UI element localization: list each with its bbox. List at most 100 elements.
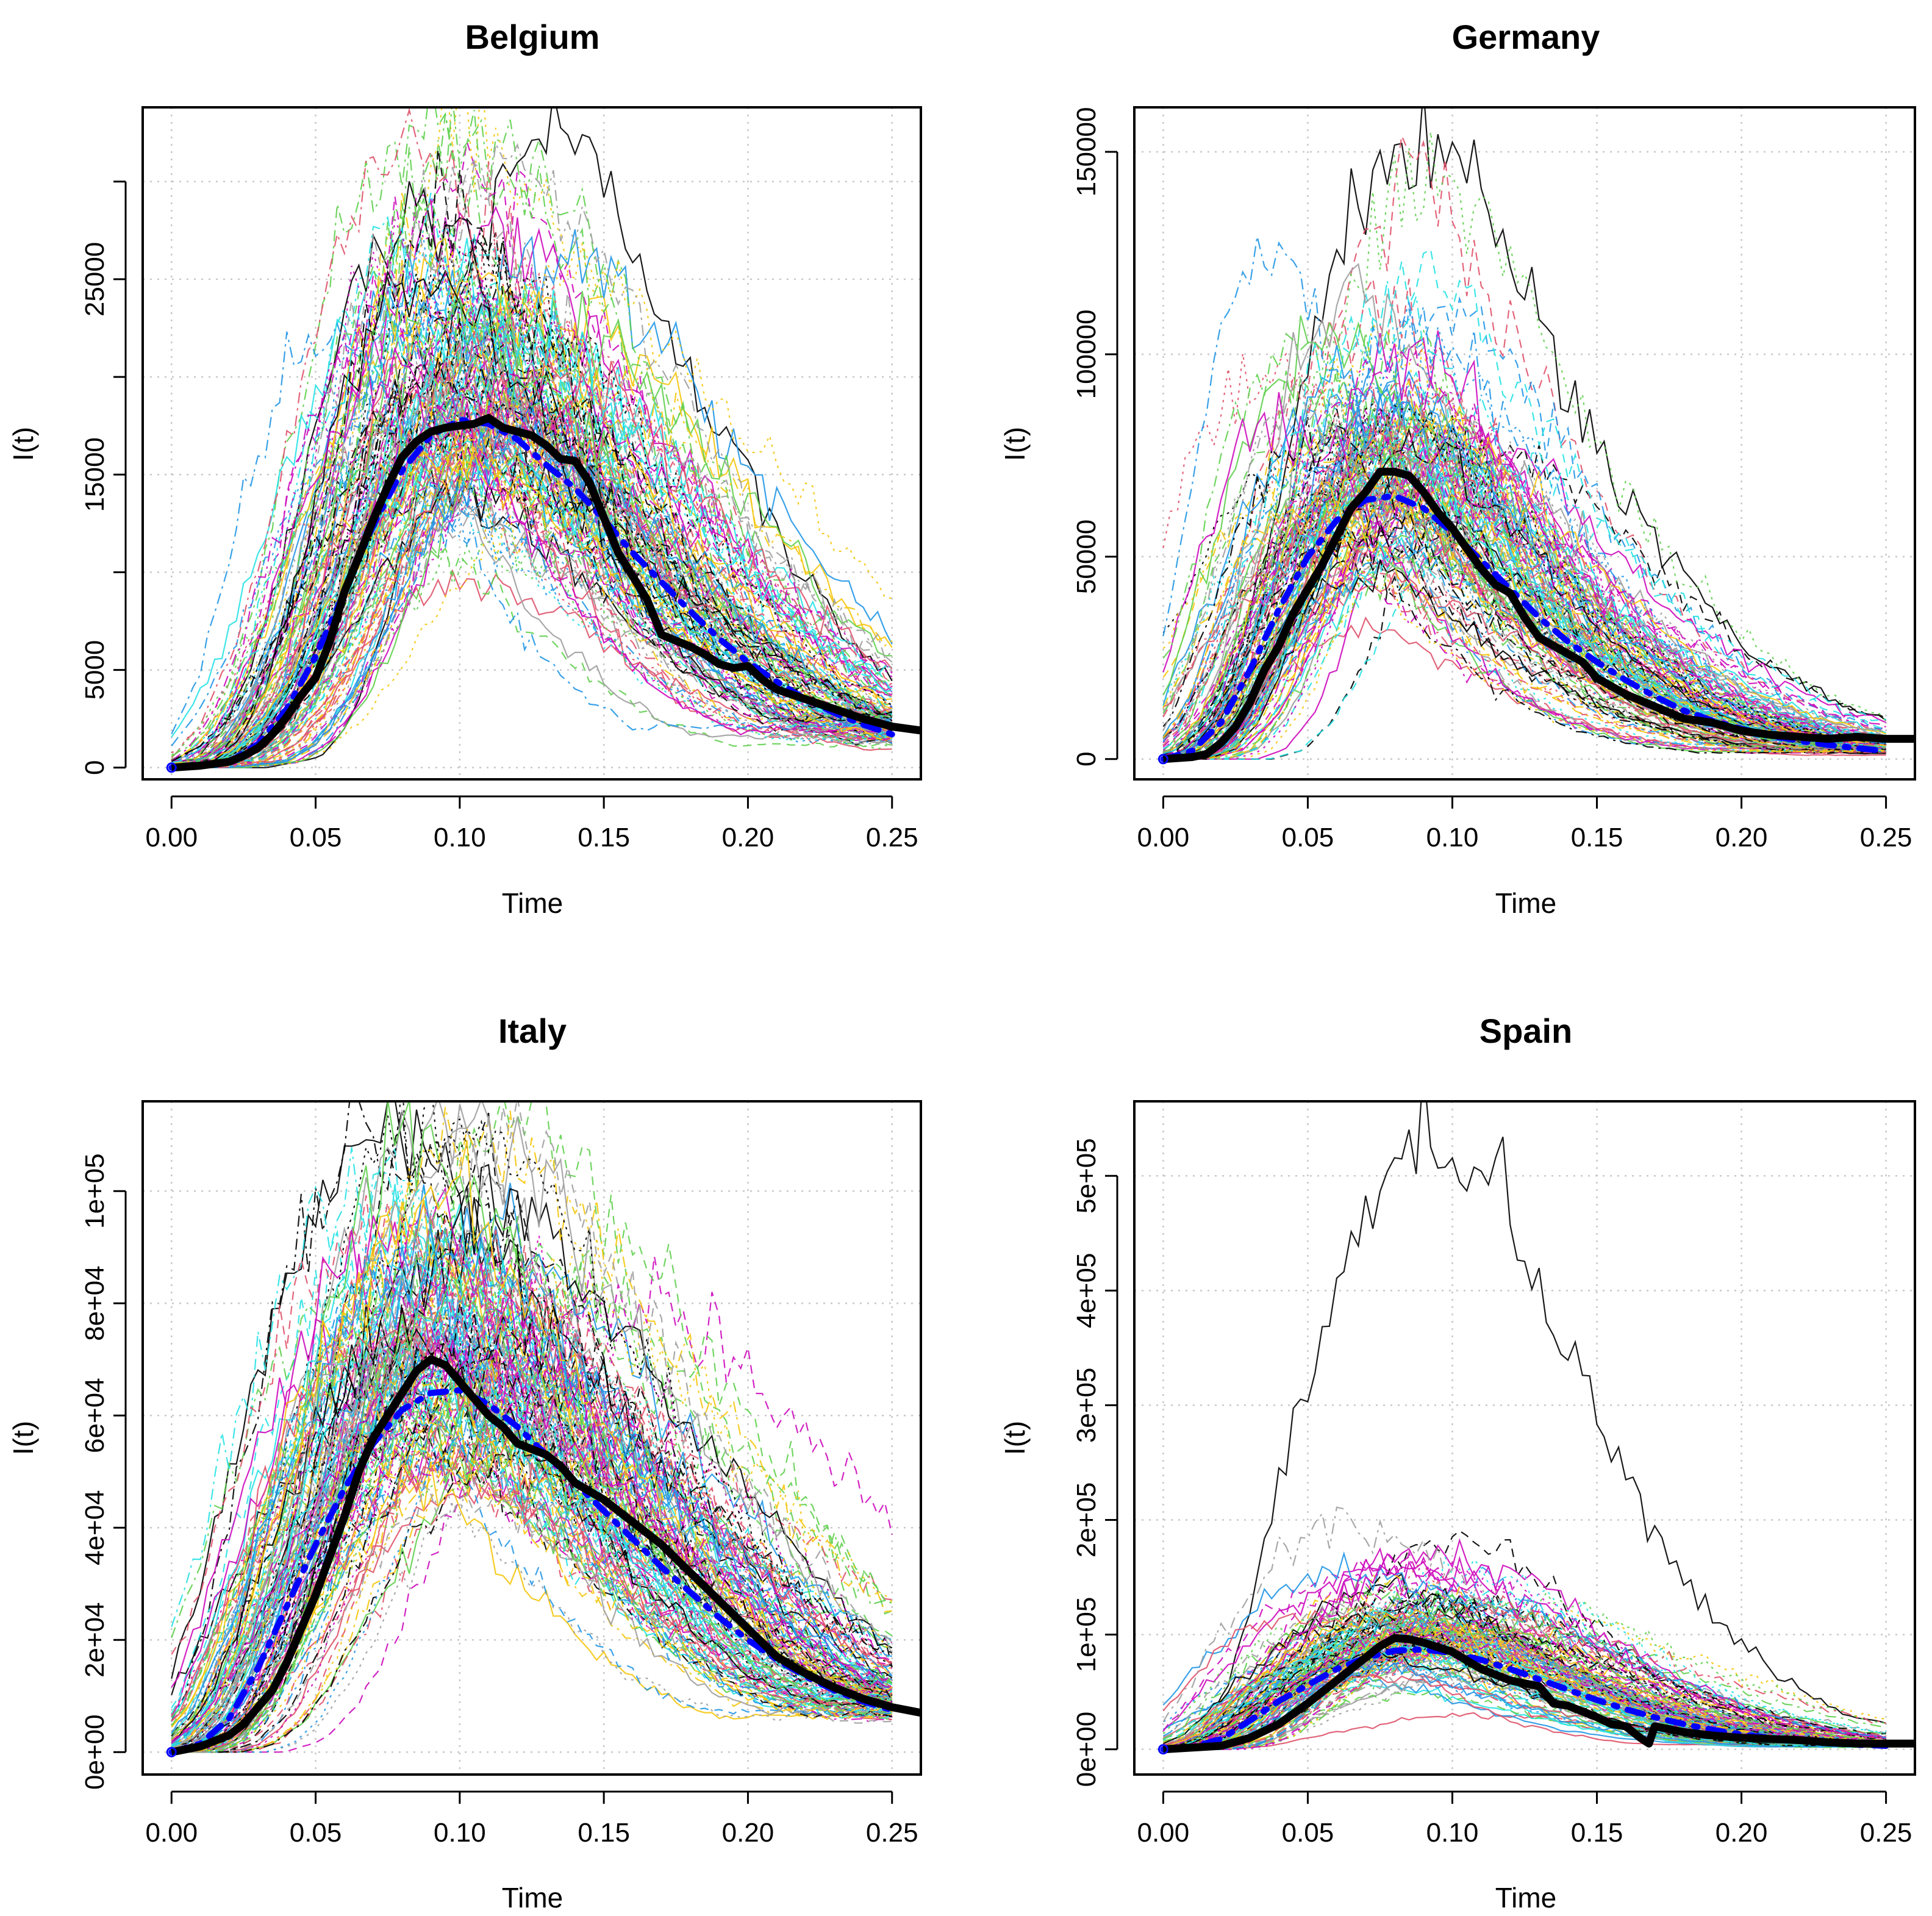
ensemble-run-line (1163, 407, 1886, 760)
x-tick-label: 0.15 (1571, 823, 1623, 853)
ensemble-run-line (171, 1342, 893, 1745)
ensemble-run-line (1163, 1621, 1886, 1749)
ensemble-run-line (171, 331, 892, 767)
ensemble-run-line (171, 234, 893, 767)
ensemble-run-line (171, 1237, 893, 1747)
ensemble-run-line (171, 320, 892, 763)
ensemble-run-line (171, 360, 892, 764)
ensemble-run-line (171, 521, 892, 766)
ensemble-run-line (1163, 1101, 1886, 1750)
y-tick-label: 4e+04 (80, 1490, 110, 1565)
panel-title: Italy (498, 1012, 567, 1050)
ensemble-run-line (1162, 373, 1886, 750)
y-tick-label: 8e+04 (80, 1265, 110, 1341)
ensemble-run-line (1163, 296, 1886, 760)
ensemble-run-line (1163, 477, 1886, 760)
y-tick-label: 4e+05 (1072, 1253, 1101, 1329)
ensemble-run-line (1163, 1560, 1886, 1750)
ensemble-run-line (1163, 488, 1886, 755)
x-tick-label: 0.05 (1282, 1818, 1334, 1848)
ensemble-run-line (171, 429, 893, 768)
ensemble-run-line (1163, 1643, 1886, 1749)
x-tick-label: 0.00 (145, 823, 198, 853)
ensemble-run-line (171, 1119, 893, 1753)
ensemble-run-line (171, 1243, 893, 1753)
x-tick-label: 0.00 (145, 1818, 198, 1848)
ensemble-run-line (1163, 107, 1887, 760)
ensemble-run-line (171, 289, 892, 767)
ensemble-run-line (1163, 1595, 1886, 1750)
ensemble-run-line (171, 357, 892, 762)
ensemble-run-line (1163, 462, 1886, 760)
ensemble-run-line (171, 288, 893, 768)
ensemble-run-line (1163, 423, 1886, 760)
x-tick-label: 0.15 (578, 1818, 630, 1848)
y-tick-label: 100000 (1072, 310, 1101, 399)
x-tick-label: 0.20 (1716, 1818, 1768, 1848)
ensemble-run-line (171, 1186, 893, 1718)
x-tick-label: 0.00 (1137, 823, 1190, 853)
model-mean-line (168, 416, 895, 771)
observed-line (171, 413, 921, 772)
ensemble-run-line (1163, 402, 1886, 757)
start-point-marker (166, 1746, 177, 1757)
ensemble-run-line (171, 291, 893, 768)
x-tick-label: 0.10 (1426, 823, 1479, 853)
ensemble-run-line (1163, 412, 1886, 760)
y-tick-label: 1e+05 (1072, 1597, 1101, 1673)
ensemble-run-line (171, 1339, 892, 1744)
ensemble-run-line (171, 1236, 893, 1748)
plot-frame (141, 106, 922, 781)
ensemble-run-line (1162, 535, 1886, 754)
ensemble-run-line (171, 1164, 893, 1753)
main-series (166, 1355, 921, 1757)
ensemble-run-line (1162, 392, 1886, 750)
ensemble-run-line (1163, 1618, 1886, 1750)
y-axis: 0 5000 15000 25000 (80, 181, 127, 775)
y-axis-label: I(t) (7, 1421, 39, 1455)
y-tick-label: 150000 (1072, 107, 1101, 197)
ensemble-run-line (1163, 479, 1886, 760)
ensemble-run-line (171, 1112, 892, 1753)
ensemble-run-line (1162, 332, 1886, 749)
ensemble-run-line (1163, 1620, 1886, 1750)
y-tick-label: 25000 (80, 242, 110, 316)
ensemble-run-line (171, 282, 893, 768)
observed-line (1163, 1634, 1915, 1754)
ensemble-run-line (1163, 1648, 1886, 1747)
y-tick-label: 0e+00 (1072, 1712, 1101, 1787)
x-axis: 0.00 0.05 0.10 0.15 0.20 0.25 (145, 1790, 918, 1848)
ensemble-run-line (171, 1216, 893, 1753)
ensemble-run-line (171, 423, 893, 768)
ensemble-run-line (1163, 1621, 1886, 1749)
x-tick-label: 0.05 (290, 1818, 342, 1848)
ensemble-run-line (171, 149, 893, 767)
ensemble-run-line (1163, 420, 1887, 760)
y-axis-label: I(t) (7, 427, 39, 461)
plot-frame (141, 1100, 922, 1776)
ensemble-run-line (1162, 482, 1886, 753)
x-tick-label: 0.10 (434, 823, 486, 853)
y-axis-label: I(t) (999, 1421, 1031, 1455)
ensemble-run-line (1163, 1583, 1886, 1750)
ensemble-run-line (171, 269, 893, 768)
start-point-marker (166, 762, 177, 773)
ensemble-run-line (171, 1195, 893, 1697)
ensemble-run-line (171, 462, 892, 768)
ensemble-run-line (171, 411, 893, 768)
ensemble-run-line (1163, 378, 1886, 760)
ensemble-run-line (1163, 425, 1887, 760)
ensemble-run-line (1163, 521, 1886, 756)
ensemble-run-line (171, 412, 892, 756)
main-series (1157, 1634, 1915, 1755)
ensemble-run-line (171, 1179, 893, 1753)
ensemble-run-line (1163, 429, 1886, 760)
ensemble-run-line (171, 1361, 893, 1753)
panel-title: Germany (1452, 18, 1600, 56)
ensemble-run-line (171, 388, 893, 746)
ensemble-run-line (1162, 1585, 1886, 1745)
x-axis-label: Time (1495, 1882, 1557, 1914)
x-axis-label: Time (502, 1882, 564, 1914)
ensemble-run-line (171, 445, 893, 767)
